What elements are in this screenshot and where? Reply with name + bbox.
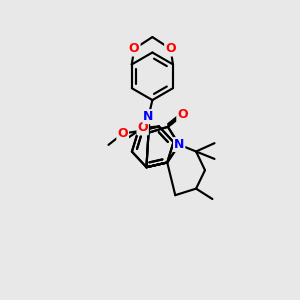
Text: O: O <box>177 108 188 122</box>
Text: N: N <box>174 138 184 151</box>
Text: O: O <box>129 42 140 56</box>
Text: N: N <box>174 138 184 151</box>
Text: O: O <box>129 42 140 56</box>
Text: O: O <box>137 122 148 134</box>
Text: O: O <box>165 42 176 56</box>
Text: N: N <box>143 110 154 123</box>
Text: O: O <box>177 108 188 122</box>
Text: O: O <box>117 127 128 140</box>
Text: O: O <box>117 127 128 140</box>
Text: O: O <box>165 42 176 56</box>
Text: N: N <box>143 110 154 123</box>
